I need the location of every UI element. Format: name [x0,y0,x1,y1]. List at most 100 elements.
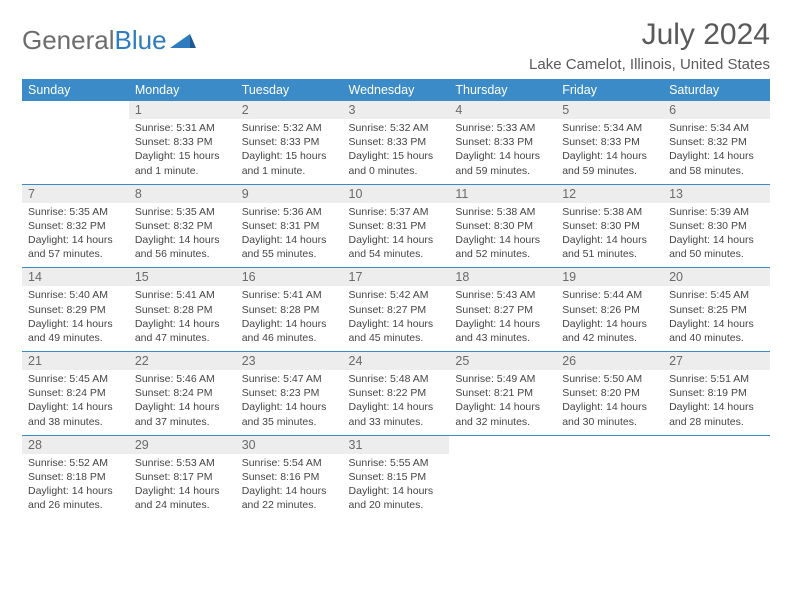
month-title: July 2024 [529,18,770,52]
day-number-cell: 20 [663,268,770,286]
day-number-cell [663,436,770,454]
day-number-cell: 7 [22,185,129,203]
sunset-line: Sunset: 8:30 PM [669,219,764,233]
day-content-cell: Sunrise: 5:38 AMSunset: 8:30 PMDaylight:… [449,203,556,268]
sunrise-line: Sunrise: 5:36 AM [242,205,337,219]
day-content-cell: Sunrise: 5:39 AMSunset: 8:30 PMDaylight:… [663,203,770,268]
day-number-row: 21222324252627 [22,352,770,370]
day-content-cell: Sunrise: 5:32 AMSunset: 8:33 PMDaylight:… [343,119,450,184]
daylight-line: Daylight: 15 hours and 1 minute. [135,149,230,177]
day-content-cell [556,454,663,519]
sunset-line: Sunset: 8:29 PM [28,303,123,317]
sunrise-line: Sunrise: 5:40 AM [28,288,123,302]
day-number-row: 28293031 [22,436,770,454]
sunset-line: Sunset: 8:24 PM [28,386,123,400]
day-number-cell: 11 [449,185,556,203]
dow-mon: Monday [129,79,236,101]
sunset-line: Sunset: 8:33 PM [242,135,337,149]
day-number-cell [556,436,663,454]
day-content-cell: Sunrise: 5:43 AMSunset: 8:27 PMDaylight:… [449,286,556,351]
calendar-body: 123456Sunrise: 5:31 AMSunset: 8:33 PMDay… [22,101,770,518]
title-block: July 2024 Lake Camelot, Illinois, United… [529,18,770,73]
day-number-cell: 19 [556,268,663,286]
day-number-cell: 17 [343,268,450,286]
day-number-cell: 18 [449,268,556,286]
day-number-cell [449,436,556,454]
daylight-line: Daylight: 14 hours and 22 minutes. [242,484,337,512]
sunset-line: Sunset: 8:27 PM [349,303,444,317]
day-content-cell: Sunrise: 5:44 AMSunset: 8:26 PMDaylight:… [556,286,663,351]
day-content-cell [22,119,129,184]
daylight-line: Daylight: 14 hours and 30 minutes. [562,400,657,428]
day-content-cell: Sunrise: 5:45 AMSunset: 8:24 PMDaylight:… [22,370,129,435]
sunrise-line: Sunrise: 5:53 AM [135,456,230,470]
sunrise-line: Sunrise: 5:45 AM [669,288,764,302]
day-number-cell: 1 [129,101,236,119]
sunset-line: Sunset: 8:16 PM [242,470,337,484]
dow-sun: Sunday [22,79,129,101]
day-number-cell: 14 [22,268,129,286]
day-number-cell: 15 [129,268,236,286]
sunset-line: Sunset: 8:30 PM [562,219,657,233]
calendar-table: Sunday Monday Tuesday Wednesday Thursday… [22,79,770,518]
sunset-line: Sunset: 8:23 PM [242,386,337,400]
daylight-line: Daylight: 14 hours and 59 minutes. [562,149,657,177]
dow-fri: Friday [556,79,663,101]
dow-thu: Thursday [449,79,556,101]
day-number-cell: 5 [556,101,663,119]
sunrise-line: Sunrise: 5:49 AM [455,372,550,386]
day-number-cell: 8 [129,185,236,203]
daylight-line: Daylight: 14 hours and 24 minutes. [135,484,230,512]
day-number-cell: 6 [663,101,770,119]
day-content-cell: Sunrise: 5:51 AMSunset: 8:19 PMDaylight:… [663,370,770,435]
day-content-cell: Sunrise: 5:34 AMSunset: 8:33 PMDaylight:… [556,119,663,184]
day-number-cell: 22 [129,352,236,370]
daylight-line: Daylight: 14 hours and 45 minutes. [349,317,444,345]
day-content-cell: Sunrise: 5:47 AMSunset: 8:23 PMDaylight:… [236,370,343,435]
sunset-line: Sunset: 8:31 PM [242,219,337,233]
day-number-cell: 21 [22,352,129,370]
day-content-cell: Sunrise: 5:41 AMSunset: 8:28 PMDaylight:… [129,286,236,351]
sunset-line: Sunset: 8:32 PM [135,219,230,233]
day-number-cell: 13 [663,185,770,203]
sunrise-line: Sunrise: 5:41 AM [242,288,337,302]
day-content-cell: Sunrise: 5:46 AMSunset: 8:24 PMDaylight:… [129,370,236,435]
daylight-line: Daylight: 14 hours and 33 minutes. [349,400,444,428]
daylight-line: Daylight: 14 hours and 59 minutes. [455,149,550,177]
sunset-line: Sunset: 8:33 PM [135,135,230,149]
daylight-line: Daylight: 14 hours and 40 minutes. [669,317,764,345]
day-number-cell: 2 [236,101,343,119]
daylight-line: Daylight: 14 hours and 54 minutes. [349,233,444,261]
sunset-line: Sunset: 8:33 PM [349,135,444,149]
sunset-line: Sunset: 8:33 PM [455,135,550,149]
day-content-cell: Sunrise: 5:50 AMSunset: 8:20 PMDaylight:… [556,370,663,435]
day-content-cell: Sunrise: 5:35 AMSunset: 8:32 PMDaylight:… [22,203,129,268]
day-number-row: 14151617181920 [22,268,770,286]
day-number-cell: 24 [343,352,450,370]
header: GeneralBlue July 2024 Lake Camelot, Illi… [22,18,770,73]
logo-text-blue: Blue [115,25,167,56]
location: Lake Camelot, Illinois, United States [529,56,770,73]
sunrise-line: Sunrise: 5:44 AM [562,288,657,302]
sunset-line: Sunset: 8:25 PM [669,303,764,317]
daylight-line: Daylight: 14 hours and 52 minutes. [455,233,550,261]
day-content-cell: Sunrise: 5:38 AMSunset: 8:30 PMDaylight:… [556,203,663,268]
dow-tue: Tuesday [236,79,343,101]
day-content-cell: Sunrise: 5:40 AMSunset: 8:29 PMDaylight:… [22,286,129,351]
sunset-line: Sunset: 8:28 PM [242,303,337,317]
sunrise-line: Sunrise: 5:32 AM [349,121,444,135]
daylight-line: Daylight: 14 hours and 57 minutes. [28,233,123,261]
day-content-cell: Sunrise: 5:37 AMSunset: 8:31 PMDaylight:… [343,203,450,268]
sunrise-line: Sunrise: 5:50 AM [562,372,657,386]
daylight-line: Daylight: 14 hours and 43 minutes. [455,317,550,345]
daylight-line: Daylight: 15 hours and 1 minute. [242,149,337,177]
day-number-row: 123456 [22,101,770,119]
day-number-cell: 29 [129,436,236,454]
sunset-line: Sunset: 8:24 PM [135,386,230,400]
daylight-line: Daylight: 14 hours and 58 minutes. [669,149,764,177]
calendar-page: GeneralBlue July 2024 Lake Camelot, Illi… [0,0,792,530]
day-content-cell [663,454,770,519]
sunrise-line: Sunrise: 5:42 AM [349,288,444,302]
sunrise-line: Sunrise: 5:43 AM [455,288,550,302]
day-content-cell: Sunrise: 5:48 AMSunset: 8:22 PMDaylight:… [343,370,450,435]
